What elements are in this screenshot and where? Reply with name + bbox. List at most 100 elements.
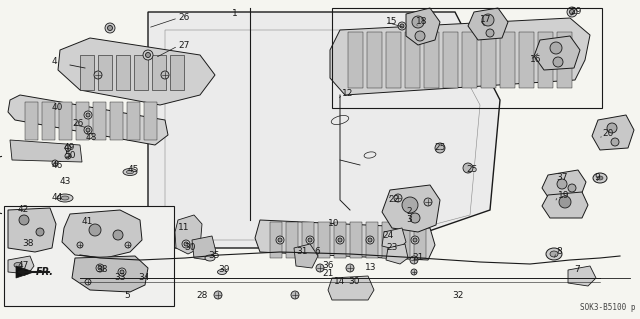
Polygon shape	[557, 32, 572, 88]
Polygon shape	[16, 266, 34, 278]
Polygon shape	[80, 55, 94, 90]
Text: 17: 17	[480, 16, 492, 25]
Circle shape	[611, 138, 619, 146]
Text: 25: 25	[466, 166, 477, 174]
Circle shape	[105, 23, 115, 33]
Polygon shape	[382, 185, 440, 232]
Text: 8: 8	[556, 248, 562, 256]
Polygon shape	[414, 222, 426, 258]
Text: 33: 33	[114, 273, 125, 283]
Text: 22: 22	[388, 196, 399, 204]
Text: 11: 11	[178, 224, 189, 233]
Circle shape	[567, 7, 577, 17]
Circle shape	[346, 264, 354, 272]
Circle shape	[65, 145, 71, 151]
Text: 31: 31	[296, 248, 307, 256]
Ellipse shape	[546, 248, 562, 260]
Polygon shape	[382, 228, 406, 250]
Polygon shape	[334, 222, 346, 258]
Polygon shape	[367, 32, 382, 88]
Circle shape	[463, 163, 473, 173]
Circle shape	[86, 113, 90, 117]
Polygon shape	[286, 222, 298, 258]
Text: 2: 2	[406, 207, 412, 217]
Polygon shape	[116, 55, 130, 90]
Text: 7: 7	[574, 265, 580, 275]
Ellipse shape	[218, 270, 227, 275]
Text: 25: 25	[434, 144, 445, 152]
Circle shape	[108, 26, 113, 31]
Circle shape	[398, 22, 406, 30]
Text: 37: 37	[556, 174, 568, 182]
Ellipse shape	[205, 255, 215, 261]
Text: 28: 28	[196, 291, 207, 300]
Polygon shape	[542, 192, 588, 218]
Circle shape	[607, 123, 617, 133]
Polygon shape	[382, 222, 394, 258]
Circle shape	[553, 57, 563, 67]
Text: 41: 41	[82, 218, 93, 226]
Polygon shape	[538, 32, 553, 88]
Circle shape	[411, 269, 417, 275]
Polygon shape	[386, 244, 408, 264]
Text: 30: 30	[348, 278, 360, 286]
Circle shape	[94, 71, 102, 79]
Polygon shape	[144, 102, 157, 140]
Text: 42: 42	[18, 205, 29, 214]
Text: 36: 36	[322, 262, 333, 271]
Ellipse shape	[123, 168, 137, 175]
Polygon shape	[270, 222, 282, 258]
Text: 40: 40	[52, 103, 63, 113]
Circle shape	[570, 10, 575, 14]
Polygon shape	[468, 8, 508, 40]
Text: 30: 30	[184, 243, 195, 253]
Circle shape	[568, 184, 576, 192]
Circle shape	[366, 236, 374, 244]
Circle shape	[145, 53, 150, 57]
Circle shape	[118, 268, 126, 276]
Circle shape	[306, 236, 314, 244]
Polygon shape	[93, 102, 106, 140]
Polygon shape	[42, 102, 55, 140]
Polygon shape	[127, 102, 140, 140]
Polygon shape	[318, 222, 330, 258]
Circle shape	[316, 264, 324, 272]
Circle shape	[394, 194, 402, 202]
Circle shape	[84, 111, 92, 119]
Circle shape	[65, 153, 71, 159]
Text: 4: 4	[52, 57, 58, 66]
Polygon shape	[294, 244, 318, 268]
Polygon shape	[405, 32, 420, 88]
Polygon shape	[175, 215, 202, 254]
Text: 48: 48	[86, 132, 97, 142]
Text: 49: 49	[64, 144, 76, 152]
Polygon shape	[62, 210, 142, 258]
Text: 50: 50	[64, 151, 76, 160]
Polygon shape	[348, 32, 363, 88]
Text: 24: 24	[382, 232, 393, 241]
Text: 32: 32	[452, 291, 463, 300]
Polygon shape	[134, 55, 148, 90]
Bar	[4, 206, 174, 306]
Polygon shape	[170, 55, 184, 90]
Text: 26: 26	[72, 120, 83, 129]
Polygon shape	[58, 38, 215, 105]
Circle shape	[182, 240, 190, 248]
Text: 45: 45	[128, 166, 140, 174]
Text: 15: 15	[386, 18, 397, 26]
Text: 35: 35	[208, 251, 220, 261]
Text: 47: 47	[18, 262, 29, 271]
Text: 20: 20	[602, 130, 613, 138]
Polygon shape	[59, 102, 72, 140]
Text: 26: 26	[178, 13, 189, 23]
Text: 1: 1	[232, 10, 237, 19]
Polygon shape	[72, 256, 148, 292]
Circle shape	[86, 128, 90, 132]
Text: 46: 46	[52, 161, 63, 170]
Polygon shape	[328, 276, 374, 300]
Circle shape	[557, 179, 567, 189]
Polygon shape	[398, 222, 410, 258]
Circle shape	[486, 29, 494, 37]
Circle shape	[338, 238, 342, 242]
Circle shape	[559, 196, 571, 208]
